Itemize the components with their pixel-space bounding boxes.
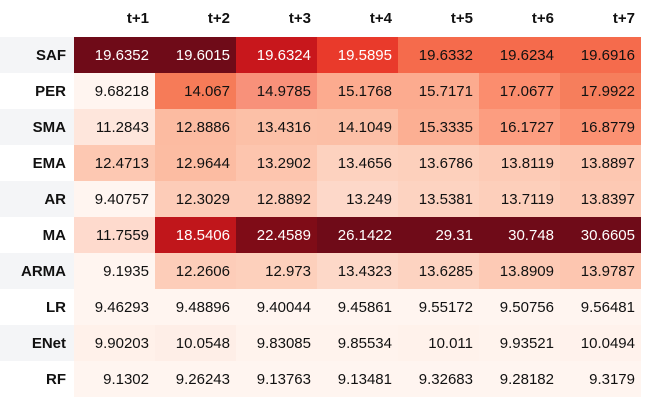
column-header: t+4 — [369, 10, 392, 27]
heatmap-cell: 12.8886 — [155, 109, 236, 145]
heatmap-cell: 14.1049 — [317, 109, 398, 145]
heatmap-cell: 26.1422 — [317, 217, 398, 253]
heatmap-cell: 13.7119 — [479, 181, 560, 217]
heatmap-cell: 9.50756 — [479, 289, 560, 325]
heatmap-cell: 10.0548 — [155, 325, 236, 361]
heatmap-cell: 9.48896 — [155, 289, 236, 325]
heatmap-cell: 9.26243 — [155, 361, 236, 397]
row-header: PER — [35, 82, 66, 100]
heatmap-cell: 13.8119 — [479, 145, 560, 181]
heatmap-cell: 16.1727 — [479, 109, 560, 145]
heatmap-cell: 13.6285 — [398, 253, 479, 289]
heatmap-cell: 9.40044 — [236, 289, 317, 325]
heatmap-cell: 9.45861 — [317, 289, 398, 325]
heatmap-cell: 14.9785 — [236, 73, 317, 109]
heatmap-cell: 13.8397 — [560, 181, 641, 217]
heatmap-cell: 9.1302 — [74, 361, 155, 397]
heatmap-cell: 15.3335 — [398, 109, 479, 145]
heatmap-cell: 9.40757 — [74, 181, 155, 217]
heatmap-cell: 19.5895 — [317, 37, 398, 73]
heatmap-cell: 9.68218 — [74, 73, 155, 109]
heatmap-cell: 30.6605 — [560, 217, 641, 253]
row-header: AR — [0, 181, 74, 217]
heatmap-cell: 19.6916 — [560, 37, 641, 73]
heatmap-cell: 19.6015 — [155, 37, 236, 73]
heatmap-cell: 17.9922 — [560, 73, 641, 109]
heatmap-cell: 9.46293 — [74, 289, 155, 325]
column-header: t+5 — [450, 10, 473, 27]
row-header: EMA — [32, 154, 66, 172]
heatmap-cell: 17.0677 — [479, 73, 560, 109]
heatmap-cell: 18.5406 — [155, 217, 236, 253]
heatmap-cell: 12.8892 — [236, 181, 317, 217]
heatmap-cell: 12.4713 — [74, 145, 155, 181]
heatmap-cell: 9.3179 — [560, 361, 641, 397]
heatmap-cell: 13.6786 — [398, 145, 479, 181]
heatmap-cell: 12.3029 — [155, 181, 236, 217]
heatmap-cell: 9.1935 — [74, 253, 155, 289]
row-header: LR — [46, 298, 66, 316]
heatmap-cell: 29.31 — [398, 217, 479, 253]
heatmap-cell: 10.0494 — [560, 325, 641, 361]
heatmap-cell: 9.56481 — [560, 289, 641, 325]
heatmap-cell: 9.85534 — [317, 325, 398, 361]
heatmap-cell: 13.4316 — [236, 109, 317, 145]
heatmap-cell: 13.5381 — [398, 181, 479, 217]
heatmap-cell: 9.55172 — [398, 289, 479, 325]
heatmap-cell: 16.8779 — [560, 109, 641, 145]
row-header: ENet — [0, 325, 74, 361]
heatmap-cell: 11.2843 — [74, 109, 155, 145]
heatmap-cell: 13.4656 — [317, 145, 398, 181]
heatmap-cell: 19.6234 — [479, 37, 560, 73]
heatmap-cell: 12.2606 — [155, 253, 236, 289]
heatmap-cell: 13.2902 — [236, 145, 317, 181]
row-header: RF — [46, 370, 66, 388]
row-header: ARMA — [0, 253, 74, 289]
heatmap-cell: 13.249 — [317, 181, 398, 217]
heatmap-cell: 13.9787 — [560, 253, 641, 289]
heatmap-cell: 9.13763 — [236, 361, 317, 397]
heatmap-cell: 9.28182 — [479, 361, 560, 397]
heatmap-cell: 9.32683 — [398, 361, 479, 397]
heatmap-cell: 15.1768 — [317, 73, 398, 109]
column-header: t+2 — [207, 10, 230, 27]
heatmap-cell: 10.011 — [398, 325, 479, 361]
heatmap-cell: 14.067 — [155, 73, 236, 109]
heatmap-cell: 13.8897 — [560, 145, 641, 181]
heatmap-cell: 19.6352 — [74, 37, 155, 73]
column-header: t+7 — [612, 10, 635, 27]
heatmap-cell: 11.7559 — [74, 217, 155, 253]
heatmap-cell: 15.7171 — [398, 73, 479, 109]
heatmap-cell: 13.4323 — [317, 253, 398, 289]
column-header: t+6 — [531, 10, 554, 27]
heatmap-cell: 12.9644 — [155, 145, 236, 181]
row-header: MA — [42, 226, 66, 244]
heatmap-cell: 9.93521 — [479, 325, 560, 361]
heatmap-cell: 12.973 — [236, 253, 317, 289]
table-corner — [0, 0, 74, 37]
heatmap-cell: 9.90203 — [74, 325, 155, 361]
column-header: t+3 — [288, 10, 311, 27]
heatmap-cell: 30.748 — [479, 217, 560, 253]
column-header: t+1 — [126, 10, 149, 27]
heatmap-cell: 19.6332 — [398, 37, 479, 73]
heatmap-cell: 22.4589 — [236, 217, 317, 253]
heatmap-cell: 9.83085 — [236, 325, 317, 361]
heatmap-cell: 13.8909 — [479, 253, 560, 289]
heatmap-cell: 19.6324 — [236, 37, 317, 73]
row-header: SAF — [0, 37, 74, 73]
heatmap-cell: 9.13481 — [317, 361, 398, 397]
row-header: SMA — [0, 109, 74, 145]
